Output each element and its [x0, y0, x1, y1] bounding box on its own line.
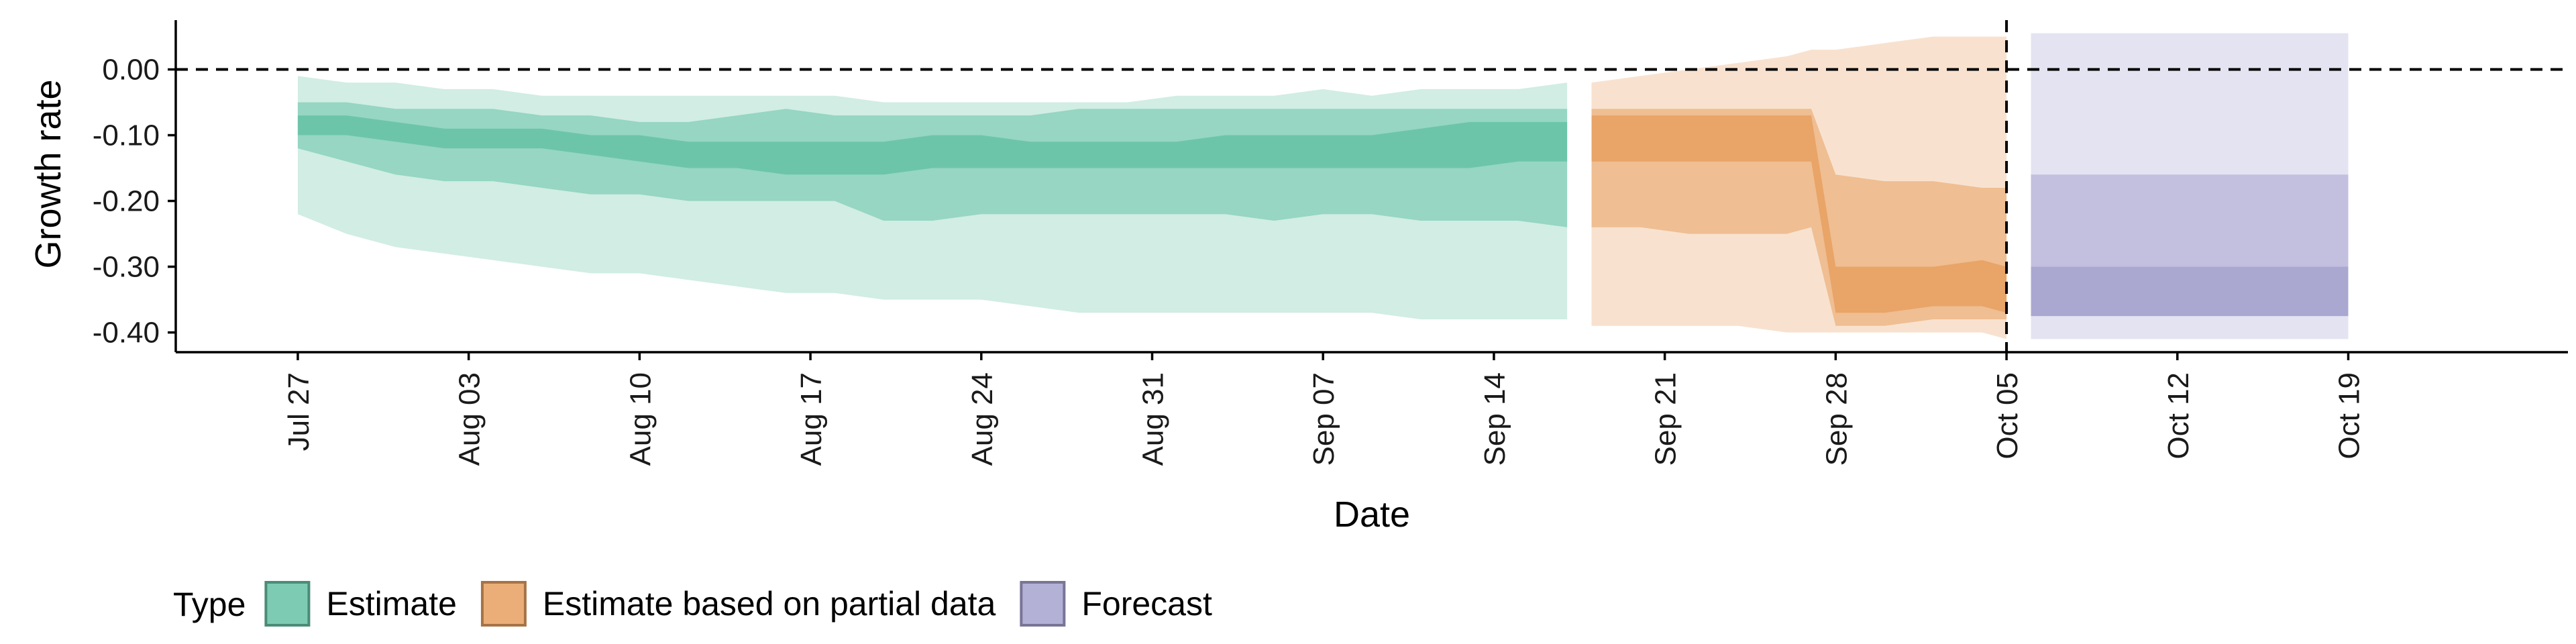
legend-label-2: Forecast [1081, 585, 1212, 623]
x-axis-title: Date [1334, 494, 1410, 535]
band-inner [2031, 266, 2349, 317]
x-tick-label: Aug 17 [795, 372, 828, 466]
legend-swatch-1 [480, 581, 527, 627]
x-tick-label: Sep 07 [1307, 372, 1340, 466]
legend-title: Type [173, 586, 246, 623]
y-tick-label: -0.30 [93, 251, 160, 284]
band-inner [297, 115, 1568, 175]
x-tick-label: Oct 05 [1991, 372, 2024, 460]
x-tick-label: Aug 31 [1137, 372, 1170, 466]
y-axis-title: Growth rate [28, 79, 68, 268]
axes: 0.00 -0.10 -0.20 -0.30 -0.40 Jul 27 Aug 03 Aug … [93, 20, 2568, 466]
x-tick-label: Oct 12 [2162, 372, 2195, 460]
x-tick-label: Aug 24 [966, 372, 999, 466]
band-layer [297, 33, 2349, 339]
x-tick-label: Aug 10 [624, 372, 657, 466]
y-tick-label: -0.40 [93, 317, 160, 350]
legend-label-1: Estimate based on partial data [543, 585, 996, 623]
series-2 [2031, 33, 2349, 339]
x-tick-label: Jul 27 [282, 372, 315, 451]
series-0 [297, 76, 1568, 320]
series-1 [1591, 36, 2007, 339]
y-tick-label: -0.20 [93, 185, 160, 218]
band-inner [1591, 115, 2007, 313]
x-tick-label: Sep 21 [1650, 372, 1682, 466]
legend-swatch-0 [264, 581, 311, 627]
x-tick-label: Aug 03 [453, 372, 486, 466]
legend: Type Estimate Estimate based on partial d… [173, 581, 1212, 627]
x-tick-label: Oct 19 [2333, 372, 2366, 460]
x-tick-label: Sep 14 [1479, 372, 1511, 466]
y-tick-label: -0.10 [93, 119, 160, 152]
y-tick-label: 0.00 [102, 54, 160, 87]
legend-swatch-2 [1020, 581, 1066, 627]
reference-lines [176, 20, 2568, 352]
legend-label-0: Estimate [326, 585, 457, 623]
x-tick-label: Sep 28 [1820, 372, 1853, 466]
